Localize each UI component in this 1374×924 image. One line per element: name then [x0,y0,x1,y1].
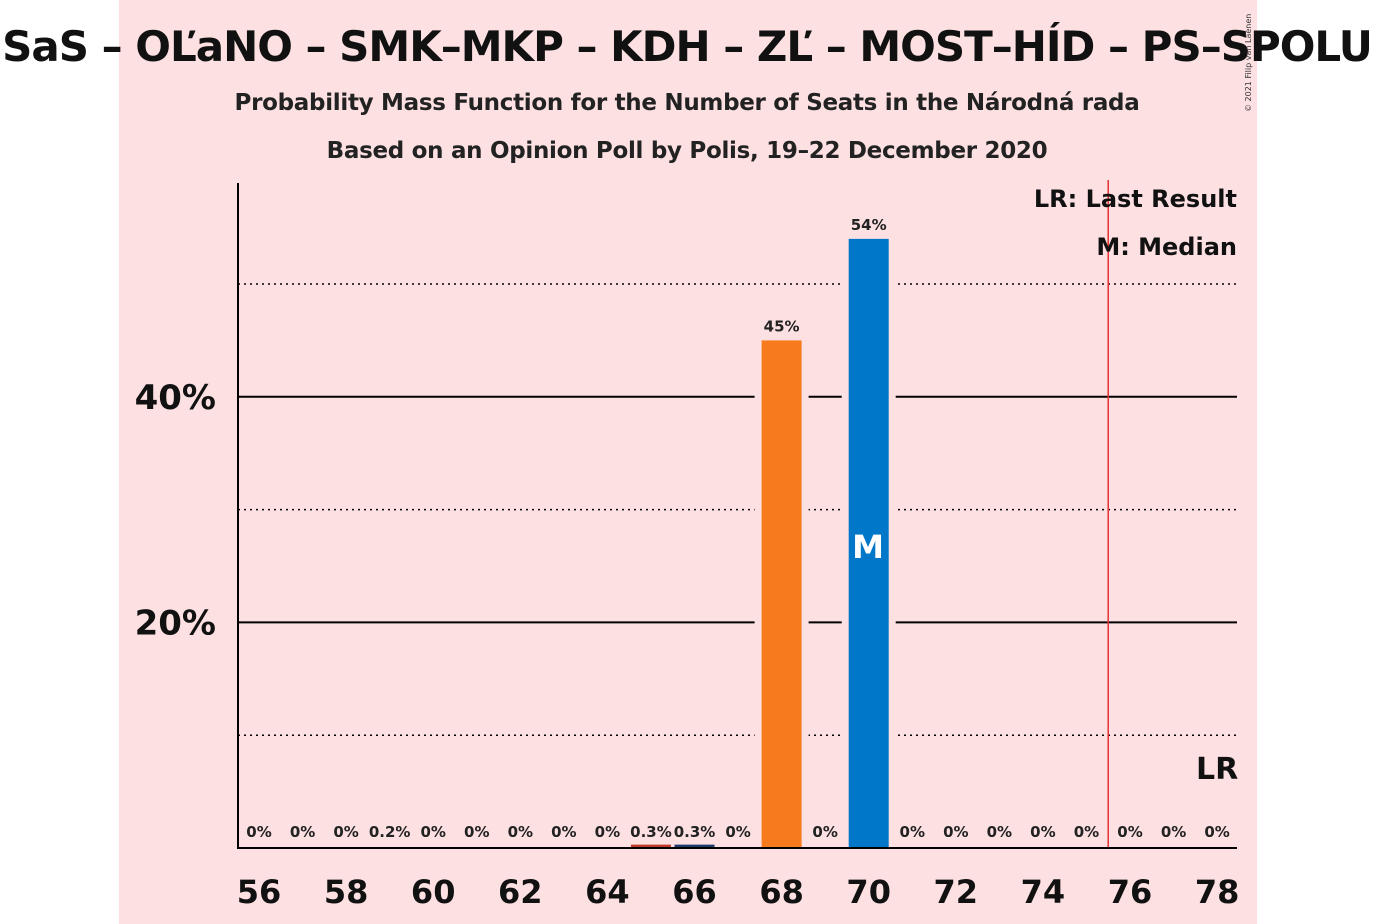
chart-title: SaS – OĽaNO – SMK–MKP – KDH – ZĽ – MOST–… [2,22,1373,71]
chart-source: Based on an Opinion Poll by Polis, 19–22… [326,138,1048,164]
x-tick-label: 64 [585,873,630,911]
x-tick-label: 76 [1108,873,1153,911]
y-tick-label: 20% [135,603,216,643]
bar-68 [761,340,802,848]
data-label-77: 0% [1161,823,1186,841]
data-label-68: 45% [764,317,800,335]
median-marker: M [852,528,884,566]
legend-median: M: Median [1096,233,1237,261]
data-label-73: 0% [987,823,1012,841]
data-label-59: 0.2% [369,823,411,841]
data-label-60: 0% [420,823,445,841]
data-label-70: 54% [851,216,887,234]
data-label-58: 0% [333,823,358,841]
legend-last-result: LR: Last Result [1033,185,1237,213]
chart-background-band [119,0,1257,924]
data-label-72: 0% [943,823,968,841]
chart-subtitle: Probability Mass Function for the Number… [234,90,1140,116]
x-tick-label: 56 [237,873,282,911]
x-tick-label: 74 [1021,873,1066,911]
y-tick-label: 40% [135,378,216,418]
data-label-74: 0% [1030,823,1055,841]
data-label-78: 0% [1204,823,1229,841]
data-label-64: 0% [595,823,620,841]
data-label-57: 0% [290,823,315,841]
data-label-65: 0.3% [630,823,672,841]
bar-66 [674,844,715,848]
data-label-69: 0% [812,823,837,841]
last-result-marker: LR [1196,752,1239,787]
data-label-56: 0% [246,823,271,841]
bar-65 [630,844,671,848]
data-label-71: 0% [900,823,925,841]
x-tick-label: 68 [759,873,804,911]
data-label-63: 0% [551,823,576,841]
x-tick-label: 62 [498,873,543,911]
x-tick-label: 72 [934,873,979,911]
data-label-66: 0.3% [674,823,716,841]
x-tick-label: 78 [1195,873,1240,911]
data-label-67: 0% [725,823,750,841]
x-tick-label: 66 [672,873,717,911]
bar-70 [848,238,889,848]
x-tick-label: 60 [411,873,456,911]
data-label-76: 0% [1117,823,1142,841]
data-label-75: 0% [1074,823,1099,841]
data-label-62: 0% [508,823,533,841]
x-tick-label: 70 [846,873,891,911]
data-label-61: 0% [464,823,489,841]
x-tick-label: 58 [324,873,369,911]
